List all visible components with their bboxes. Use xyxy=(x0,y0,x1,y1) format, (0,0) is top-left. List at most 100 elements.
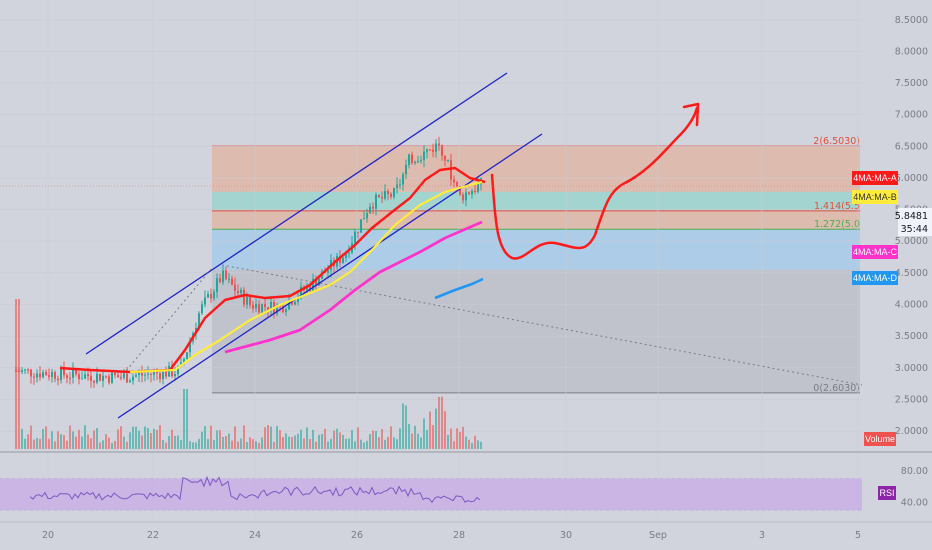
candle-body xyxy=(246,297,248,305)
volume-bar xyxy=(417,433,419,449)
price-tick-label: 6.5000 xyxy=(895,141,928,152)
candle-body xyxy=(411,154,413,164)
volume-bar xyxy=(147,428,149,449)
volume-bar xyxy=(204,425,206,449)
volume-bar xyxy=(78,429,80,449)
fib-band xyxy=(212,191,860,211)
candle-body xyxy=(234,284,236,291)
candle-body xyxy=(471,190,473,195)
volume-bar xyxy=(60,434,62,449)
volume-bar xyxy=(165,442,167,449)
rsi-pane xyxy=(0,475,862,511)
volume-bar xyxy=(267,425,269,449)
volume-bar xyxy=(156,430,158,449)
candle-body xyxy=(435,143,437,152)
ma-legend-label: 4MA:MA-A xyxy=(853,173,897,183)
time-tick-label: 22 xyxy=(147,530,159,541)
volume-bar xyxy=(180,440,182,449)
volume-bar xyxy=(264,427,266,449)
candle-body xyxy=(462,194,464,201)
candle-body xyxy=(126,373,128,383)
fib-band xyxy=(212,269,860,393)
candle-body xyxy=(285,309,287,313)
volume-bar xyxy=(330,438,332,449)
candle-body xyxy=(21,370,23,372)
candle-body xyxy=(372,206,374,209)
candle-body xyxy=(102,375,104,381)
candle-body xyxy=(36,373,38,378)
volume-bar xyxy=(438,396,440,449)
candle-body xyxy=(459,186,461,195)
volume-bar xyxy=(96,428,98,449)
rsi-tick-label: 40.00 xyxy=(901,497,928,508)
volume-bar xyxy=(39,438,41,449)
fib-start-dashed-line xyxy=(119,267,213,379)
candle-body xyxy=(312,278,314,291)
candle-body xyxy=(291,300,293,305)
candle-body xyxy=(258,303,260,313)
volume-bar xyxy=(327,441,329,449)
volume-bar xyxy=(27,434,29,449)
volume-bar xyxy=(366,440,368,449)
price-tick-label: 4.0000 xyxy=(895,299,928,310)
price-tick-label: 4.5000 xyxy=(895,268,928,279)
candle-body xyxy=(390,194,392,197)
candle-body xyxy=(363,218,365,220)
volume-bar xyxy=(84,425,86,449)
candle-body xyxy=(276,305,278,314)
candle-body xyxy=(360,219,362,233)
volume-bar xyxy=(129,432,131,449)
candle-body xyxy=(105,375,107,377)
candle-body xyxy=(120,377,122,379)
volume-bar xyxy=(135,426,137,449)
volume-bar xyxy=(168,435,170,449)
candle-body xyxy=(438,143,440,146)
candle-body xyxy=(213,291,215,299)
time-tick-label: 30 xyxy=(560,530,572,541)
volume-bar xyxy=(69,425,71,449)
volume-bar xyxy=(378,437,380,449)
volume-bar xyxy=(42,429,44,449)
price-tick-label: 2.0000 xyxy=(895,426,928,437)
volume-bar xyxy=(444,411,446,449)
volume-bar xyxy=(183,389,185,449)
candle-body xyxy=(309,286,311,291)
volume-bar xyxy=(297,433,299,449)
volume-bar xyxy=(54,441,56,449)
projection-curve xyxy=(490,106,699,260)
candle-body xyxy=(426,149,428,152)
price-tick-label: 5.0000 xyxy=(895,236,928,247)
volume-bar xyxy=(303,438,305,449)
price-tick-label: 8.5000 xyxy=(895,15,928,26)
candle-body xyxy=(216,278,218,292)
volume-bar xyxy=(171,429,173,449)
volume-bar xyxy=(198,438,200,449)
volume-bar xyxy=(453,441,455,449)
current-price-value: 5.8481 xyxy=(895,211,928,222)
volume-bar xyxy=(252,439,254,449)
volume-bar xyxy=(363,442,365,449)
candle-body xyxy=(342,257,344,263)
candle-body xyxy=(174,374,176,377)
volume-bar xyxy=(399,428,401,449)
candle-body xyxy=(339,256,341,263)
rsi-tag xyxy=(878,486,896,500)
candle-body xyxy=(84,374,86,379)
candle-body xyxy=(264,304,266,308)
volume-bar xyxy=(144,426,146,449)
fib-level-label: 0(2.6030) xyxy=(813,383,860,394)
volume-bar xyxy=(405,405,407,449)
price-tick-label: 8.0000 xyxy=(895,46,928,57)
volume-bar xyxy=(450,428,452,449)
candle-body xyxy=(357,231,359,233)
fib-trend-dashed-line xyxy=(221,264,863,386)
candle-body xyxy=(78,374,80,380)
candle-body xyxy=(477,184,479,192)
volume-bar xyxy=(441,396,443,449)
volume-bar xyxy=(246,442,248,449)
candle-body xyxy=(15,370,17,372)
rsi-label: RSI xyxy=(879,488,894,498)
candle-body xyxy=(396,184,398,188)
